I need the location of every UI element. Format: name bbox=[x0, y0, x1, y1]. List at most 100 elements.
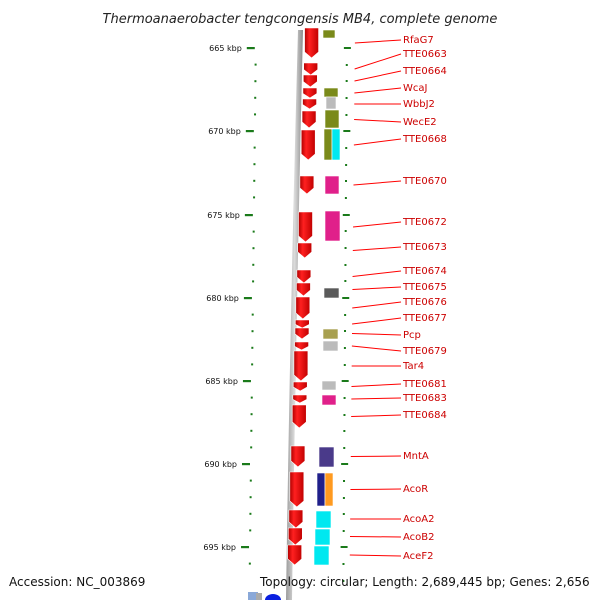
gene-arrow bbox=[294, 327, 310, 340]
feature-box bbox=[323, 87, 339, 98]
feature-track bbox=[313, 29, 341, 566]
label-leader-line bbox=[352, 301, 402, 309]
minor-tick bbox=[250, 429, 253, 432]
minor-tick bbox=[252, 230, 255, 233]
label-leaders bbox=[349, 39, 402, 557]
major-tick bbox=[243, 297, 252, 300]
feature-box bbox=[322, 328, 339, 340]
gene-arrow bbox=[299, 175, 315, 195]
gene-arrow bbox=[288, 509, 304, 529]
minor-tick bbox=[342, 497, 345, 499]
gene-label: AcoB2 bbox=[403, 532, 435, 543]
gene-label: TTE0684 bbox=[402, 410, 447, 421]
gene-labels: RfaG7 TTE0663 TTE0664 WcaJ WbbJ2 WecE2 TTE0668… bbox=[402, 35, 447, 562]
tick-label: 690 kbp bbox=[204, 460, 237, 469]
accession-text: Accession: NC_003869 bbox=[9, 575, 145, 589]
gene-arrow bbox=[290, 445, 306, 468]
gene-arrow bbox=[294, 341, 309, 351]
label-leader-line bbox=[349, 554, 402, 557]
gene-label: TTE0672 bbox=[402, 217, 447, 228]
label-leader-line bbox=[351, 414, 402, 417]
minor-tick bbox=[250, 396, 253, 399]
tick-label: 665 kbp bbox=[209, 44, 242, 53]
feature-box bbox=[314, 528, 331, 546]
feature-box bbox=[316, 472, 326, 507]
minor-tick bbox=[343, 397, 346, 399]
minor-tick bbox=[345, 80, 348, 82]
minor-tick bbox=[251, 346, 254, 349]
tick-label: 685 kbp bbox=[205, 377, 238, 386]
minor-tick bbox=[345, 164, 348, 166]
minor-tick bbox=[343, 347, 346, 349]
kbp-scale: 665 kbp 670 kbp 675 kbp 680 kbp 685 kbp 690 k… bbox=[203, 44, 255, 552]
minor-tick bbox=[343, 430, 346, 432]
gene-arrow bbox=[292, 381, 308, 392]
minor-tick bbox=[343, 414, 346, 416]
gene-label: Tar4 bbox=[402, 361, 424, 372]
minor-tick bbox=[343, 364, 346, 366]
minor-tick bbox=[252, 247, 255, 250]
minor-tick bbox=[249, 512, 252, 515]
minor-tick bbox=[253, 196, 256, 199]
tick-label: 695 kbp bbox=[203, 543, 236, 552]
gene-track bbox=[287, 27, 319, 566]
minor-tick bbox=[249, 479, 252, 482]
feature-box bbox=[323, 128, 333, 161]
gene-arrow bbox=[292, 394, 308, 404]
partial-gene-blue bbox=[265, 594, 281, 600]
minor-tick bbox=[251, 313, 254, 316]
major-tick bbox=[341, 463, 349, 465]
gene-arrow bbox=[289, 471, 305, 508]
minor-tick bbox=[252, 263, 255, 266]
partial-gene-lightblue bbox=[248, 592, 258, 600]
major-tick bbox=[246, 47, 255, 50]
gene-label: AcoR bbox=[403, 484, 428, 495]
label-leader-line bbox=[354, 53, 402, 70]
major-tick bbox=[340, 546, 348, 548]
minor-tick bbox=[342, 563, 345, 565]
major-tick bbox=[242, 380, 251, 383]
minor-tick bbox=[250, 413, 253, 416]
major-tick bbox=[341, 380, 349, 382]
minor-tick bbox=[343, 447, 346, 449]
tick-label: 675 kbp bbox=[207, 211, 240, 220]
feature-box bbox=[321, 394, 337, 406]
gene-label: Pcp bbox=[403, 330, 421, 341]
major-tick bbox=[342, 297, 350, 299]
minor-tick bbox=[249, 496, 252, 499]
label-leader-line bbox=[354, 119, 402, 123]
minor-tick bbox=[253, 163, 256, 166]
gene-label: TTE0663 bbox=[402, 49, 447, 60]
gene-label: AceF2 bbox=[403, 551, 433, 562]
gene-arrow bbox=[297, 242, 313, 259]
feature-box bbox=[321, 380, 337, 391]
label-leader-line bbox=[351, 397, 402, 400]
major-tick bbox=[343, 47, 351, 49]
label-leader-line bbox=[354, 70, 402, 82]
label-leader-line bbox=[352, 221, 402, 228]
major-tick bbox=[241, 463, 250, 466]
feature-box bbox=[315, 510, 332, 529]
major-tick bbox=[342, 214, 350, 216]
label-leader-line bbox=[354, 39, 402, 44]
gene-label: TTE0683 bbox=[402, 393, 447, 404]
gene-arrow bbox=[294, 319, 310, 329]
minor-tick bbox=[251, 330, 254, 333]
major-tick bbox=[241, 546, 250, 549]
minor-tick bbox=[251, 363, 254, 366]
genome-backbone bbox=[286, 30, 303, 600]
genome-title: Thermoanaerobacter tengcongensis MB4, co… bbox=[103, 12, 498, 27]
minor-tick bbox=[344, 314, 347, 316]
gene-label: TTE0679 bbox=[402, 346, 447, 357]
gene-label: MntA bbox=[403, 451, 429, 462]
gene-label: WbbJ2 bbox=[403, 99, 435, 110]
minor-tick bbox=[254, 96, 257, 99]
label-leader-line bbox=[352, 246, 402, 251]
gene-arrow bbox=[287, 544, 302, 566]
label-leader-line bbox=[353, 180, 402, 186]
minor-tick bbox=[344, 247, 347, 249]
gene-label: WecE2 bbox=[403, 117, 437, 128]
label-leader-line bbox=[352, 317, 402, 325]
label-leader-line bbox=[354, 87, 402, 94]
